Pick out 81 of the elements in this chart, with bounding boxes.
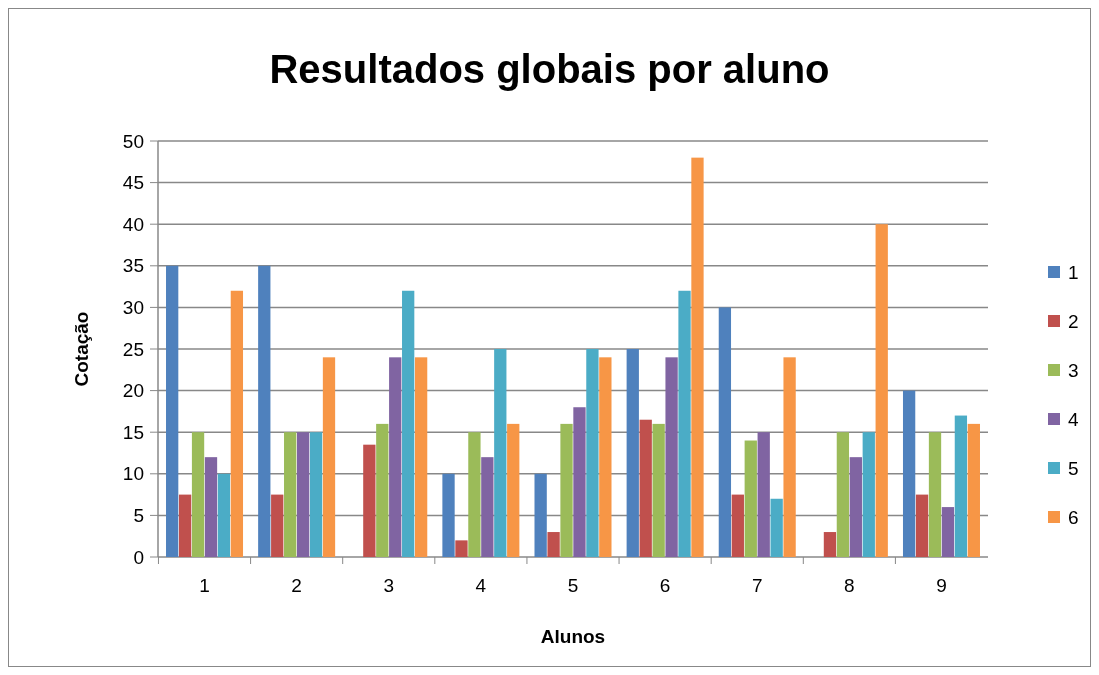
x-tick-label: 3	[383, 575, 395, 596]
bar	[230, 290, 244, 557]
bar	[849, 457, 862, 557]
bar	[309, 432, 323, 557]
bar	[322, 357, 336, 557]
bar	[967, 423, 980, 557]
bar	[626, 349, 639, 557]
x-tick-label: 2	[291, 575, 302, 596]
bar	[836, 432, 850, 557]
bar	[468, 432, 481, 557]
bar	[534, 473, 547, 557]
bar	[284, 432, 297, 557]
bar	[389, 357, 402, 557]
x-tick-label: 5	[567, 575, 579, 596]
bar	[547, 532, 560, 557]
bar	[402, 290, 415, 557]
bar	[783, 357, 796, 557]
legend-label: 2	[1068, 310, 1079, 332]
bar	[573, 407, 586, 557]
bar	[191, 432, 205, 557]
bar	[442, 473, 455, 557]
y-tick-label: 35	[122, 255, 144, 277]
bar	[652, 423, 665, 557]
bar	[691, 157, 704, 557]
y-tick-label: 45	[122, 172, 144, 194]
bar	[954, 415, 968, 557]
x-axis-title: Alunos	[540, 626, 606, 647]
bar	[217, 473, 231, 557]
x-tick-label: 4	[475, 575, 487, 596]
legend-label: 3	[1068, 359, 1079, 381]
y-tick-label: 25	[122, 338, 144, 360]
bar	[875, 224, 888, 557]
legend-label: 1	[1068, 261, 1079, 283]
legend-label: 4	[1068, 408, 1079, 430]
bar	[204, 457, 218, 557]
y-tick-label: 10	[122, 463, 144, 485]
x-tick-label: 7	[751, 575, 763, 596]
bar	[678, 290, 691, 557]
bar	[757, 432, 770, 557]
bar	[665, 357, 678, 557]
bar	[599, 357, 612, 557]
bar	[928, 432, 942, 557]
legend-label: 5	[1068, 457, 1079, 479]
bar	[258, 265, 271, 557]
y-tick-label: 15	[122, 421, 144, 443]
bar	[507, 423, 520, 557]
y-tick-label: 0	[133, 546, 144, 568]
bar	[363, 444, 376, 557]
y-tick-label: 5	[133, 505, 144, 527]
bar	[376, 423, 389, 557]
legend-label: 6	[1068, 506, 1079, 528]
bar	[902, 390, 916, 557]
bar	[455, 540, 468, 557]
bar	[178, 494, 192, 557]
bar	[915, 494, 929, 557]
bar	[731, 494, 744, 557]
x-tick-label: 8	[844, 575, 855, 596]
bar	[744, 440, 757, 557]
x-tick-label: 6	[659, 575, 671, 596]
y-tick-label: 40	[122, 213, 144, 235]
bar	[494, 349, 507, 557]
bar	[862, 432, 875, 557]
y-tick-label: 20	[122, 380, 144, 402]
bar	[481, 457, 494, 557]
chart-title: Resultados globais por aluno	[269, 47, 830, 91]
bar	[639, 419, 652, 557]
bar	[560, 423, 573, 557]
y-tick-label: 50	[122, 130, 144, 152]
bar	[770, 498, 783, 557]
bar	[414, 357, 428, 557]
bar	[823, 532, 837, 557]
bar	[941, 507, 955, 557]
y-axis-title: Cotação	[71, 311, 92, 387]
x-tick-label: 1	[199, 575, 210, 596]
bar	[166, 265, 179, 557]
bar	[718, 307, 732, 557]
x-tick-label: 9	[936, 575, 947, 596]
y-tick-label: 30	[122, 297, 144, 319]
bar	[296, 432, 310, 557]
bar	[586, 349, 599, 557]
bar	[271, 494, 284, 557]
